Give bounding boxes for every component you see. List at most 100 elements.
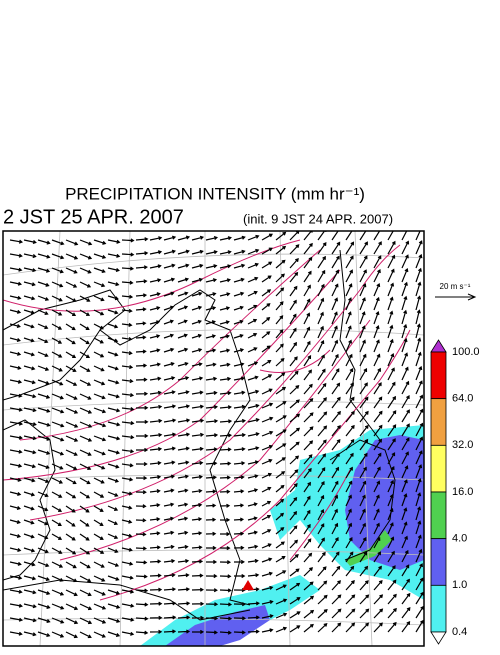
wind-arrow [149, 446, 163, 452]
wind-arrow [149, 615, 163, 620]
wind-arrow [177, 587, 191, 592]
wind-arrow [121, 350, 133, 356]
wind-arrow [331, 565, 341, 577]
wind-arrow [177, 418, 191, 423]
wind-arrow [415, 563, 423, 577]
wind-arrow [373, 339, 380, 353]
wind-arrow [177, 474, 189, 479]
wind-arrow [93, 295, 105, 302]
wind-arrow [65, 435, 79, 442]
wind-arrow [373, 296, 380, 311]
wind-arrow [51, 533, 63, 540]
wind-arrow [415, 351, 422, 367]
wind-arrow [93, 281, 106, 288]
wind-arrow [331, 594, 342, 605]
wind-arrow [23, 407, 37, 413]
wind-arrow [317, 551, 326, 563]
wind-arrow [303, 256, 313, 269]
wind-arrow [317, 269, 326, 283]
wind-arrow [205, 602, 219, 607]
wind-arrow [107, 337, 119, 343]
wind-arrow [247, 403, 260, 409]
wind-arrow [205, 334, 217, 339]
wind-arrow [401, 240, 410, 255]
wind-arrow [177, 361, 189, 367]
wind-arrow [373, 325, 380, 339]
wind-arrow [331, 522, 339, 535]
wind-arrow [149, 531, 161, 536]
wind-arrow [233, 531, 245, 536]
wind-arrow [303, 467, 312, 479]
wind-arrow [9, 365, 22, 370]
wind-arrow [177, 390, 190, 395]
wind-arrow [107, 449, 121, 455]
wind-arrow [65, 575, 78, 583]
colorbar-swatch [430, 491, 447, 540]
wind-arrow [331, 283, 339, 297]
wind-arrow [261, 571, 273, 577]
wind-arrow [359, 424, 369, 437]
wind-arrow [107, 533, 119, 540]
wind-arrow [191, 503, 203, 508]
wind-arrow [415, 534, 422, 549]
wind-arrow [163, 516, 175, 521]
wind-arrow [107, 575, 120, 581]
wind-arrow [149, 601, 163, 606]
wind-arrow [387, 324, 394, 339]
wind-arrow [275, 626, 288, 633]
wind-arrow [247, 234, 260, 241]
wind-arrow [79, 365, 91, 372]
wind-arrow [261, 317, 271, 325]
wind-arrow [107, 617, 121, 623]
wind-arrow [331, 396, 341, 409]
wind-arrow [51, 239, 65, 246]
wind-arrow [51, 337, 63, 344]
wind-arrow [415, 323, 421, 339]
wind-arrow [233, 277, 245, 283]
wind-arrow [107, 589, 121, 595]
wind-arrow [373, 382, 382, 395]
wind-arrow [149, 629, 163, 634]
wind-arrow [163, 601, 177, 606]
wind-arrow [37, 435, 51, 441]
wind-arrow [23, 519, 35, 525]
wind-arrow [373, 282, 381, 297]
wind-arrow [275, 231, 287, 241]
wind-arrow [9, 351, 22, 356]
wind-arrow [331, 241, 341, 255]
wind-arrow [135, 377, 148, 382]
wind-arrow [93, 617, 107, 624]
wind-arrow [191, 390, 204, 395]
wind-arrow [359, 522, 366, 535]
wind-arrow [37, 561, 50, 568]
wind-arrow [177, 291, 189, 297]
wind-arrow [345, 522, 353, 535]
wind-arrow [415, 577, 424, 591]
wind-arrow [401, 281, 408, 297]
wind-arrow [359, 594, 370, 605]
wind-arrow [247, 361, 259, 367]
map-frame [2, 230, 425, 647]
wind-arrow [289, 231, 300, 241]
wind-arrow [51, 365, 63, 372]
wind-arrow [219, 362, 231, 367]
wind-arrow [107, 477, 120, 483]
wind-arrow [51, 309, 63, 316]
wind-arrow [121, 617, 135, 622]
wind-arrow [247, 615, 260, 620]
wind-arrow [23, 547, 36, 553]
wind-arrow [23, 239, 37, 245]
wind-arrow [23, 281, 36, 287]
wind-arrow [93, 533, 104, 540]
wind-arrow [23, 393, 37, 399]
wind-arrow [415, 394, 424, 409]
wind-arrow [289, 483, 298, 493]
wind-arrow [205, 559, 218, 565]
colorbar: 100.0 64.0 32.0 16.0 4.0 1.0 0.4 [430, 339, 480, 645]
colorbar-swatch [430, 444, 447, 493]
wind-arrow [415, 408, 424, 423]
wind-arrow [303, 412, 314, 423]
wind-arrow [135, 588, 149, 593]
wind-arrow [191, 263, 204, 269]
wind-arrow [191, 348, 203, 353]
